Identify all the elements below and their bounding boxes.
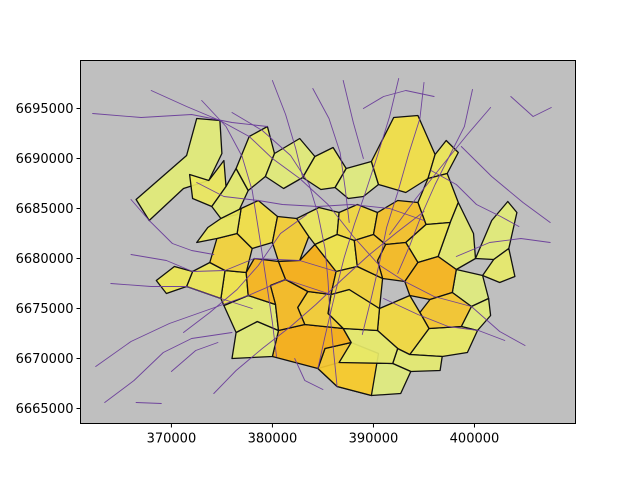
road-line-25 [170,342,219,372]
y-axis-ticks: 6665000 6670000 6675000 6680000 6685000 66900… [16,102,81,417]
y-tick-label: 6680000 [16,252,74,267]
road-line-12 [460,146,551,223]
region-7 [370,114,436,194]
y-tick-label: 6685000 [16,202,74,217]
road-line-16 [196,182,425,221]
y-tick-label: 6675000 [16,302,74,317]
road-line-24 [294,358,324,390]
x-tick-label: 370000 [147,432,197,447]
road-line-17 [183,214,308,333]
x-tick-label: 380000 [248,432,298,447]
region-0 [135,117,223,222]
road-line-14 [271,80,304,178]
x-tick-label: 400000 [450,432,500,447]
road-line-20 [312,88,350,223]
y-tick-label: 6665000 [16,402,74,417]
road-line-26 [135,402,162,404]
region-8 [427,139,459,180]
region-45 [196,207,242,244]
road-line-4 [130,254,337,272]
road-line-15 [201,100,277,357]
x-tick-label: 390000 [349,432,399,447]
roads-layer [92,78,552,404]
road-line-13 [455,238,551,257]
road-line-1 [95,279,332,367]
road-line-2 [104,332,233,403]
road-line-7 [317,78,400,369]
regions-layer [135,114,518,397]
road-line-21 [342,80,364,159]
road-line-18 [213,211,425,394]
region-43 [353,233,387,280]
road-line-22 [430,170,520,227]
region-12 [481,247,516,284]
y-tick-label: 6690000 [16,152,74,167]
y-tick-label: 6695000 [16,102,74,117]
road-line-9 [397,89,473,274]
road-line-19 [130,199,215,255]
road-line-11 [510,96,552,117]
road-line-8 [361,82,425,335]
axes-frame [80,60,576,424]
road-line-5 [150,90,526,346]
region-32 [404,255,457,301]
road-line-23 [383,298,506,341]
road-line-27 [362,90,435,109]
road-line-6 [231,112,338,387]
x-axis-ticks: 370000 380000 390000 400000 [147,423,500,447]
road-line-0 [92,113,268,127]
road-line-3 [110,283,253,309]
road-line-10 [389,107,492,235]
y-tick-label: 6670000 [16,352,74,367]
